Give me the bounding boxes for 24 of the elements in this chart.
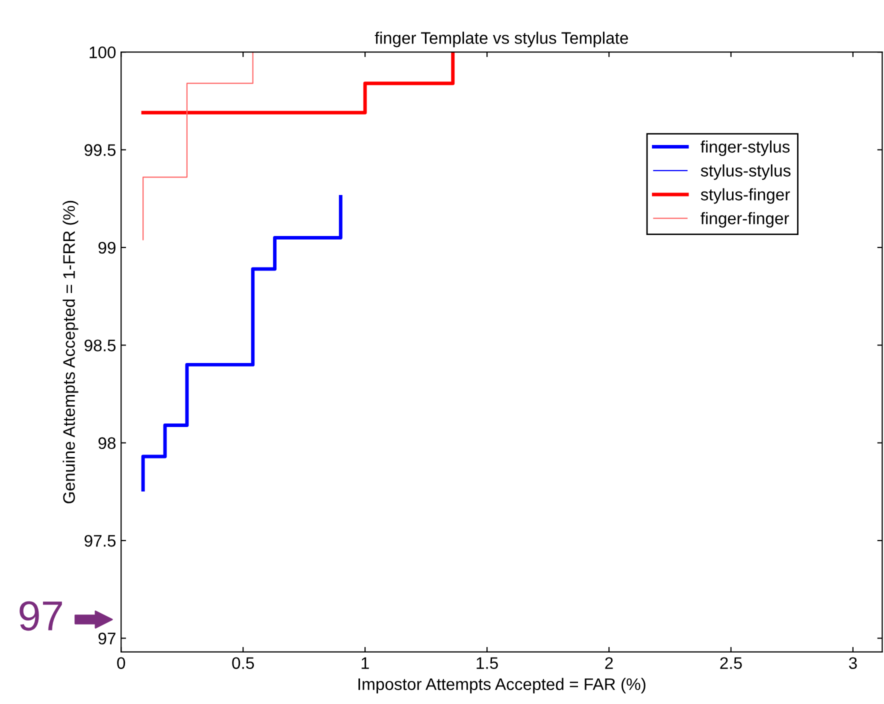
y-tick-label: 97 [98,632,116,644]
x-tick-label: 0.5 [232,657,254,670]
x-axis-title: Impostor Attempts Accepted = FAR (%) [358,678,646,694]
legend-label: finger-stylus [700,140,790,156]
y-tick-label: 98 [98,437,116,450]
x-tick-label: 2 [605,657,613,669]
legend-label: finger-finger [700,212,790,228]
x-tick-label: 0 [117,657,126,670]
y-tick-label: 99 [98,242,116,254]
x-tick-label: 1 [362,657,369,669]
y-tick-label: 100 [90,46,116,58]
chart-title: finger Template vs stylus Template [374,32,628,48]
y-axis-title: Genuine Attempts Accepted = 1-FRR (%) [62,200,78,504]
line-series [142,52,254,240]
y-tick-label: 98.5 [84,340,116,352]
legend-label: stylus-finger [700,188,790,204]
x-tick-label: 3 [848,657,857,670]
x-tick-label: 1.5 [476,657,498,670]
legend-label: stylus-stylus [700,164,791,180]
text: 97 [20,601,62,631]
y-tick-label: 97.5 [84,534,116,547]
x-tick-label: 2.5 [720,657,742,670]
line-series [141,194,342,492]
y-tick-label: 99.5 [84,144,116,156]
